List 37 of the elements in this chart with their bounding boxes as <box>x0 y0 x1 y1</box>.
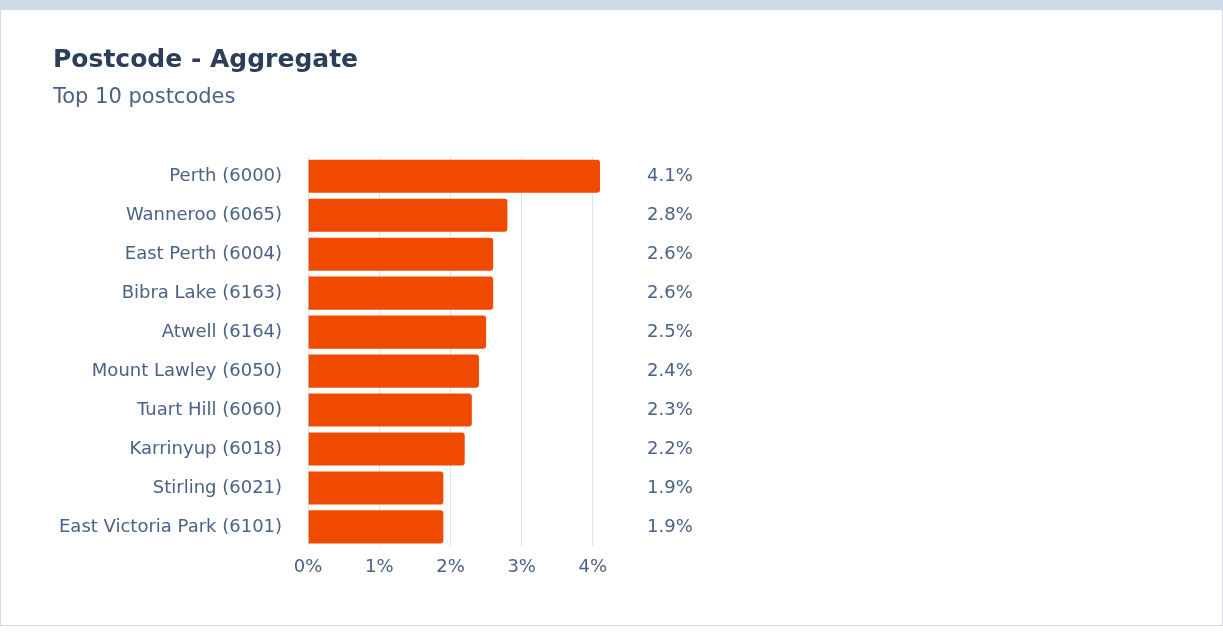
x-tick-label: 2% <box>436 554 465 576</box>
x-tick-label: 3% <box>507 554 536 576</box>
bar <box>308 510 444 544</box>
bar <box>308 393 472 427</box>
y-tick-label: Wanneroo (6065) <box>125 202 283 224</box>
x-tick-label: 1% <box>365 554 394 576</box>
bar <box>308 354 479 388</box>
data-label: 2.6% <box>647 280 693 302</box>
data-label: 1.9% <box>647 475 693 497</box>
bar <box>308 276 494 310</box>
data-label: 2.8% <box>647 202 693 224</box>
data-label: 2.4% <box>647 358 693 380</box>
data-label: 2.6% <box>647 241 693 263</box>
x-tick-label: 0% <box>293 554 323 576</box>
y-tick-label: Atwell (6164) <box>161 319 283 341</box>
y-tick-label: Bibra Lake (6163) <box>121 280 283 302</box>
bar <box>308 159 600 193</box>
bar <box>308 198 508 232</box>
y-tick-label: Perth (6000) <box>169 163 283 185</box>
chart-subtitle: Top 10 postcodes <box>53 84 236 108</box>
data-label: 2.2% <box>647 436 693 458</box>
y-tick-label: Tuart Hill (6060) <box>136 397 283 419</box>
data-label: 4.1% <box>647 163 693 185</box>
data-label: 1.9% <box>647 514 693 536</box>
bar <box>308 432 465 466</box>
data-label: 2.5% <box>647 319 693 341</box>
bar <box>308 471 444 505</box>
x-tick-label: 4% <box>578 554 608 576</box>
y-tick-label: Stirling (6021) <box>152 475 283 497</box>
data-label: 2.3% <box>647 397 693 419</box>
bar <box>308 237 494 271</box>
chart-title: Postcode - Aggregate <box>53 44 359 73</box>
y-tick-label: Mount Lawley (6050) <box>91 358 283 380</box>
y-tick-label: Karrinyup (6018) <box>129 436 283 458</box>
bar <box>308 315 487 349</box>
y-tick-label: East Victoria Park (6101) <box>59 514 283 536</box>
y-tick-label: East Perth (6004) <box>124 241 283 263</box>
